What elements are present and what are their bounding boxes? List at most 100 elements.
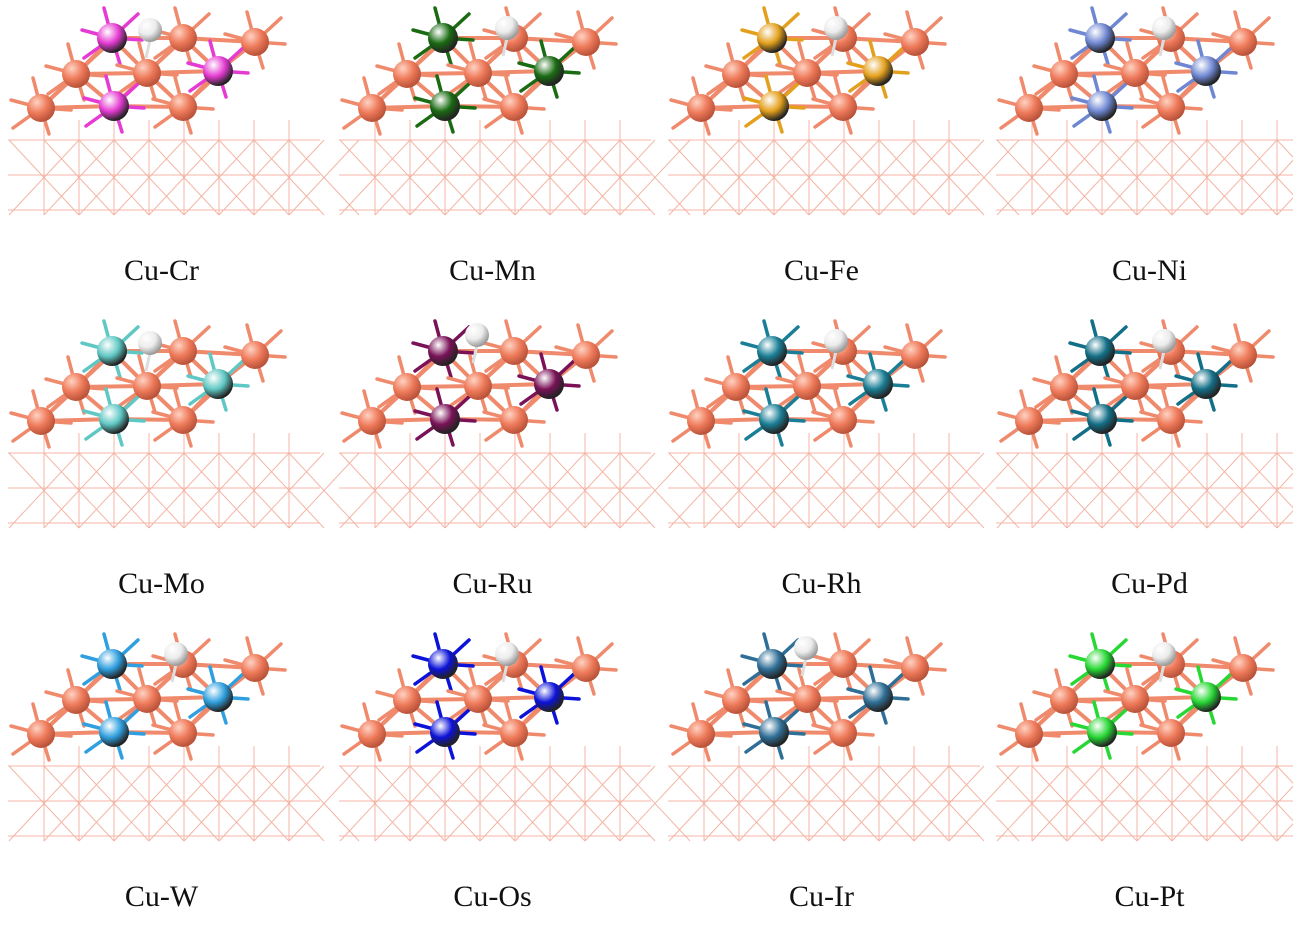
cu-atom — [169, 406, 197, 434]
dopant-atom — [428, 23, 458, 53]
slab-structure — [996, 6, 1293, 216]
cu-atom — [1229, 341, 1257, 369]
subsurface-lattice — [339, 746, 691, 842]
slab-structure — [339, 319, 691, 529]
dopant-atom — [1191, 56, 1221, 86]
cu-atom — [241, 28, 269, 56]
cu-atom — [393, 60, 421, 88]
slab-structure — [996, 632, 1293, 842]
cu-atom — [500, 719, 528, 747]
subsurface-lattice — [339, 120, 691, 216]
h-bond — [830, 37, 838, 57]
panel-label: Cu-Mn — [449, 254, 536, 287]
dopant-atom — [534, 56, 564, 86]
subsurface-lattice — [8, 433, 360, 529]
panel-label: Cu-Fe — [784, 254, 859, 287]
cu-atom — [1229, 28, 1257, 56]
atom-layer — [1015, 16, 1257, 122]
cu-atom — [687, 94, 715, 122]
cu-atom — [169, 24, 197, 52]
dopant-atom — [428, 649, 458, 679]
dopant-atom — [759, 91, 789, 121]
dopant-atom — [757, 649, 787, 679]
slab-structure — [668, 632, 1020, 842]
dopant-atom — [430, 404, 460, 434]
panel-label: Cu-W — [124, 880, 199, 913]
h-bond — [1158, 350, 1166, 370]
slab-structure — [8, 6, 360, 216]
atom-layer — [1015, 329, 1257, 435]
cu-atom — [358, 94, 386, 122]
cu-atom — [169, 719, 197, 747]
dopant-atom — [203, 56, 233, 86]
h-bond — [1158, 37, 1166, 57]
cu-atom — [241, 341, 269, 369]
hydrogen-atom — [824, 16, 848, 40]
cu-atom — [1121, 59, 1149, 87]
slab-structure — [668, 6, 1020, 216]
cu-atom — [722, 686, 750, 714]
dopant-atom — [99, 404, 129, 434]
dopant-atom — [534, 369, 564, 399]
slab-panel: Cu-Rh — [660, 313, 1020, 626]
cu-atom — [1015, 720, 1043, 748]
cu-atom — [1121, 372, 1149, 400]
slab-structure — [996, 319, 1293, 529]
cu-atom — [793, 59, 821, 87]
subsurface-lattice — [996, 433, 1293, 529]
dopant-atom — [863, 682, 893, 712]
slab-panel: Cu-Fe — [660, 0, 1020, 313]
slab-panel: Cu-Ni — [988, 0, 1293, 313]
cu-atom — [169, 93, 197, 121]
dopant-atom — [99, 91, 129, 121]
cu-atom — [1015, 407, 1043, 435]
h-bond — [501, 37, 509, 57]
cu-atom — [572, 28, 600, 56]
slab-panel: Cu-Ru — [331, 313, 691, 626]
panel-label: Cu-Rh — [781, 567, 862, 600]
cu-atom — [793, 372, 821, 400]
slab-panel: Cu-Ir — [660, 626, 1020, 939]
cu-atom — [572, 341, 600, 369]
cu-atom — [62, 60, 90, 88]
hydrogen-atom — [794, 636, 818, 660]
dopant-atom — [97, 336, 127, 366]
atom-layer — [358, 642, 600, 748]
hydrogen-atom — [164, 642, 188, 666]
cu-atom — [27, 407, 55, 435]
hydrogen-atom — [1152, 642, 1176, 666]
atom-layer — [27, 331, 269, 435]
cu-atom — [829, 719, 857, 747]
slab-structure — [339, 632, 691, 842]
atom-layer — [687, 329, 929, 435]
slab-panel: Cu-W — [0, 626, 360, 939]
subsurface-lattice — [339, 433, 691, 529]
dopant-atom — [1087, 717, 1117, 747]
cu-atom — [500, 406, 528, 434]
cu-atom — [464, 372, 492, 400]
cu-atom — [500, 337, 528, 365]
subsurface-lattice — [668, 433, 1020, 529]
cu-atom — [358, 407, 386, 435]
cu-atom — [1157, 406, 1185, 434]
atom-layer — [27, 18, 269, 122]
atom-layer — [358, 323, 600, 435]
subsurface-lattice — [668, 120, 1020, 216]
cu-atom — [169, 337, 197, 365]
atom-layer — [27, 642, 269, 748]
h-bond — [501, 663, 509, 683]
hydrogen-atom — [1152, 16, 1176, 40]
cu-atom — [1050, 60, 1078, 88]
cu-atom — [901, 341, 929, 369]
slab-structure — [8, 319, 360, 529]
cu-atom — [829, 93, 857, 121]
slab-panel: Cu-Mn — [331, 0, 691, 313]
dopant-atom — [203, 682, 233, 712]
cu-atom — [829, 650, 857, 678]
panel-label: Cu-Cr — [124, 254, 199, 287]
panel-label: Cu-Pd — [1111, 567, 1188, 600]
subsurface-lattice — [996, 120, 1293, 216]
cu-atom — [1157, 93, 1185, 121]
cu-atom — [687, 407, 715, 435]
slab-structure — [8, 632, 360, 842]
